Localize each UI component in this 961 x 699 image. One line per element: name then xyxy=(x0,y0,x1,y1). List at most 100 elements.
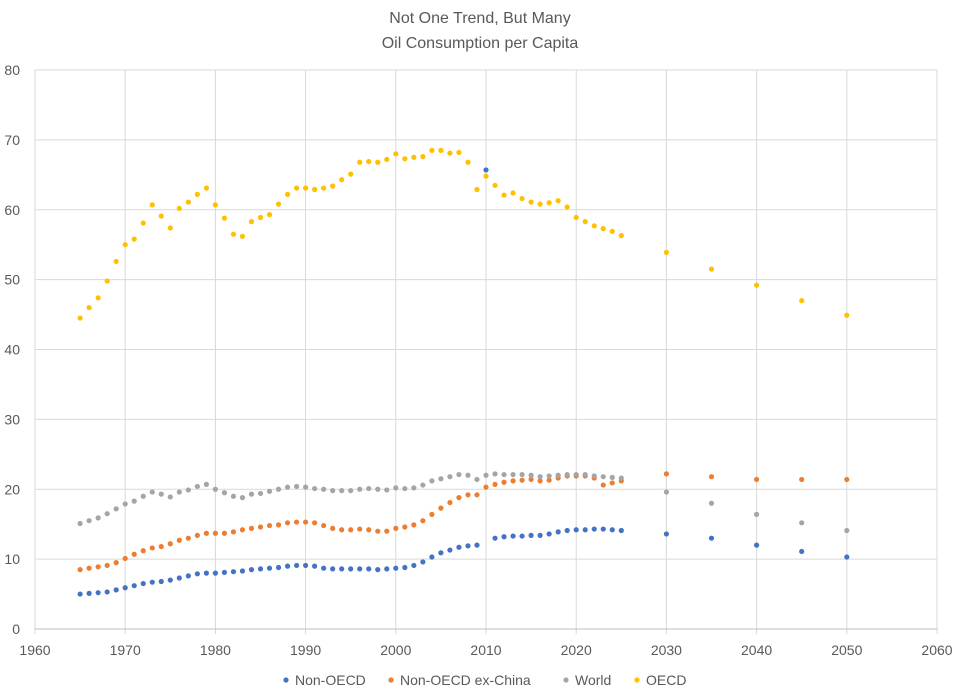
point-non-oecd-2001 xyxy=(402,564,408,571)
series-oecd xyxy=(77,147,850,321)
point-non-oecd-ex-china-1971 xyxy=(131,551,137,557)
point-world-1978 xyxy=(194,483,200,490)
point-world-1998 xyxy=(375,486,381,492)
x-tick-label-2050: 2050 xyxy=(831,642,862,658)
point-oecd-1973 xyxy=(149,202,155,208)
point-oecd-1974 xyxy=(158,213,164,219)
point-non-oecd-2040 xyxy=(754,542,760,548)
point-world-2050 xyxy=(844,527,850,534)
point-oecd-2004 xyxy=(429,147,435,153)
point-non-oecd-2017 xyxy=(546,531,552,537)
legend-marker-world xyxy=(563,677,569,683)
y-tick-label-50: 50 xyxy=(4,272,20,288)
point-non-oecd-ex-china-2017 xyxy=(546,477,552,483)
legend-marker-non-oecd xyxy=(283,677,289,683)
x-tick-label-2010: 2010 xyxy=(470,642,501,658)
point-world-1971 xyxy=(131,498,137,504)
point-non-oecd-2007 xyxy=(456,544,462,550)
y-tick-label-80: 80 xyxy=(4,62,20,78)
point-world-2007 xyxy=(456,471,462,478)
point-non-oecd-1965 xyxy=(77,591,83,597)
point-non-oecd-ex-china-1968 xyxy=(104,562,110,569)
point-non-oecd-ex-china-2030 xyxy=(663,471,670,477)
point-non-oecd-ex-china-1988 xyxy=(284,520,291,526)
point-oecd-2022 xyxy=(591,223,597,229)
x-tick-label-2030: 2030 xyxy=(651,642,682,658)
point-non-oecd-2018 xyxy=(555,529,561,535)
point-non-oecd-1987 xyxy=(275,564,282,571)
point-oecd-2010 xyxy=(483,173,489,179)
point-oecd-1988 xyxy=(284,191,291,197)
y-tick-label-60: 60 xyxy=(4,202,20,218)
point-non-oecd-1993 xyxy=(330,566,336,572)
point-non-oecd-ex-china-2024 xyxy=(609,480,615,486)
legend-marker-non-oecd-ex-china xyxy=(388,677,394,683)
point-world-2016 xyxy=(537,474,543,480)
point-world-1993 xyxy=(330,488,336,494)
point-world-2004 xyxy=(429,478,435,484)
point-non-oecd-ex-china-2000 xyxy=(393,525,399,531)
point-non-oecd-1971 xyxy=(131,583,137,589)
point-non-oecd-ex-china-1989 xyxy=(293,519,300,525)
point-world-2013 xyxy=(510,471,516,478)
point-oecd-2012 xyxy=(501,192,507,198)
point-non-oecd-ex-china-2050 xyxy=(844,476,850,483)
point-oecd-2050 xyxy=(844,312,850,318)
point-oecd-1986 xyxy=(266,212,273,218)
point-oecd-2006 xyxy=(447,150,453,156)
point-oecd-1976 xyxy=(176,205,182,211)
point-non-oecd-1989 xyxy=(293,562,300,569)
point-world-1966 xyxy=(86,518,92,524)
y-tick-label-40: 40 xyxy=(4,342,20,358)
y-tick-label-10: 10 xyxy=(4,551,20,567)
point-non-oecd-ex-china-1976 xyxy=(176,537,182,543)
point-oecd-2024 xyxy=(609,228,615,235)
point-non-oecd-ex-china-2040 xyxy=(754,476,760,483)
point-world-1970 xyxy=(122,501,128,507)
point-world-1982 xyxy=(230,493,237,499)
point-world-2009 xyxy=(474,476,480,483)
point-oecd-2023 xyxy=(600,226,606,232)
chart-title: Not One Trend, But Many xyxy=(389,10,570,27)
point-world-1975 xyxy=(167,494,173,500)
point-oecd-1993 xyxy=(330,183,336,189)
point-non-oecd-ex-china-1974 xyxy=(158,543,164,550)
point-oecd-1998 xyxy=(375,159,381,165)
point-non-oecd-1976 xyxy=(176,575,182,581)
point-non-oecd-1985 xyxy=(257,566,264,572)
y-tick-label-0: 0 xyxy=(12,621,20,637)
point-non-oecd-ex-china-1991 xyxy=(312,520,318,526)
point-non-oecd-ex-china-1997 xyxy=(366,527,372,533)
point-world-2024 xyxy=(609,474,615,480)
point-non-oecd-ex-china-2015 xyxy=(528,476,534,483)
point-world-2012 xyxy=(501,471,507,478)
point-oecd-1983 xyxy=(239,233,246,239)
point-world-1979 xyxy=(203,481,209,487)
point-non-oecd-1990 xyxy=(303,562,309,569)
point-non-oecd-1999 xyxy=(384,566,390,572)
point-oecd-1984 xyxy=(248,219,255,225)
point-oecd-1980 xyxy=(212,202,218,208)
point-world-2015 xyxy=(528,472,534,478)
point-oecd-1990 xyxy=(303,185,309,191)
point-world-1976 xyxy=(176,489,182,495)
point-world-1977 xyxy=(185,487,191,493)
point-non-oecd-2020 xyxy=(573,527,579,533)
point-non-oecd-1970 xyxy=(122,585,128,591)
point-non-oecd-1980 xyxy=(212,570,218,576)
point-oecd-2040 xyxy=(754,282,760,288)
point-world-1994 xyxy=(339,488,345,494)
point-non-oecd-1967 xyxy=(95,590,101,596)
point-non-oecd-ex-china-2016 xyxy=(537,478,543,484)
point-world-2005 xyxy=(438,476,444,482)
point-world-1968 xyxy=(104,511,110,517)
point-non-oecd-2012 xyxy=(501,534,507,540)
point-non-oecd-ex-china-2012 xyxy=(501,479,507,485)
series-non-oecd-ex-china xyxy=(77,471,850,573)
point-world-2010 xyxy=(483,472,489,478)
point-non-oecd-2019 xyxy=(564,527,570,534)
point-oecd-2019 xyxy=(564,204,570,210)
point-non-oecd-2008 xyxy=(465,543,471,549)
point-non-oecd-ex-china-1969 xyxy=(113,560,119,566)
point-world-1999 xyxy=(384,487,390,493)
